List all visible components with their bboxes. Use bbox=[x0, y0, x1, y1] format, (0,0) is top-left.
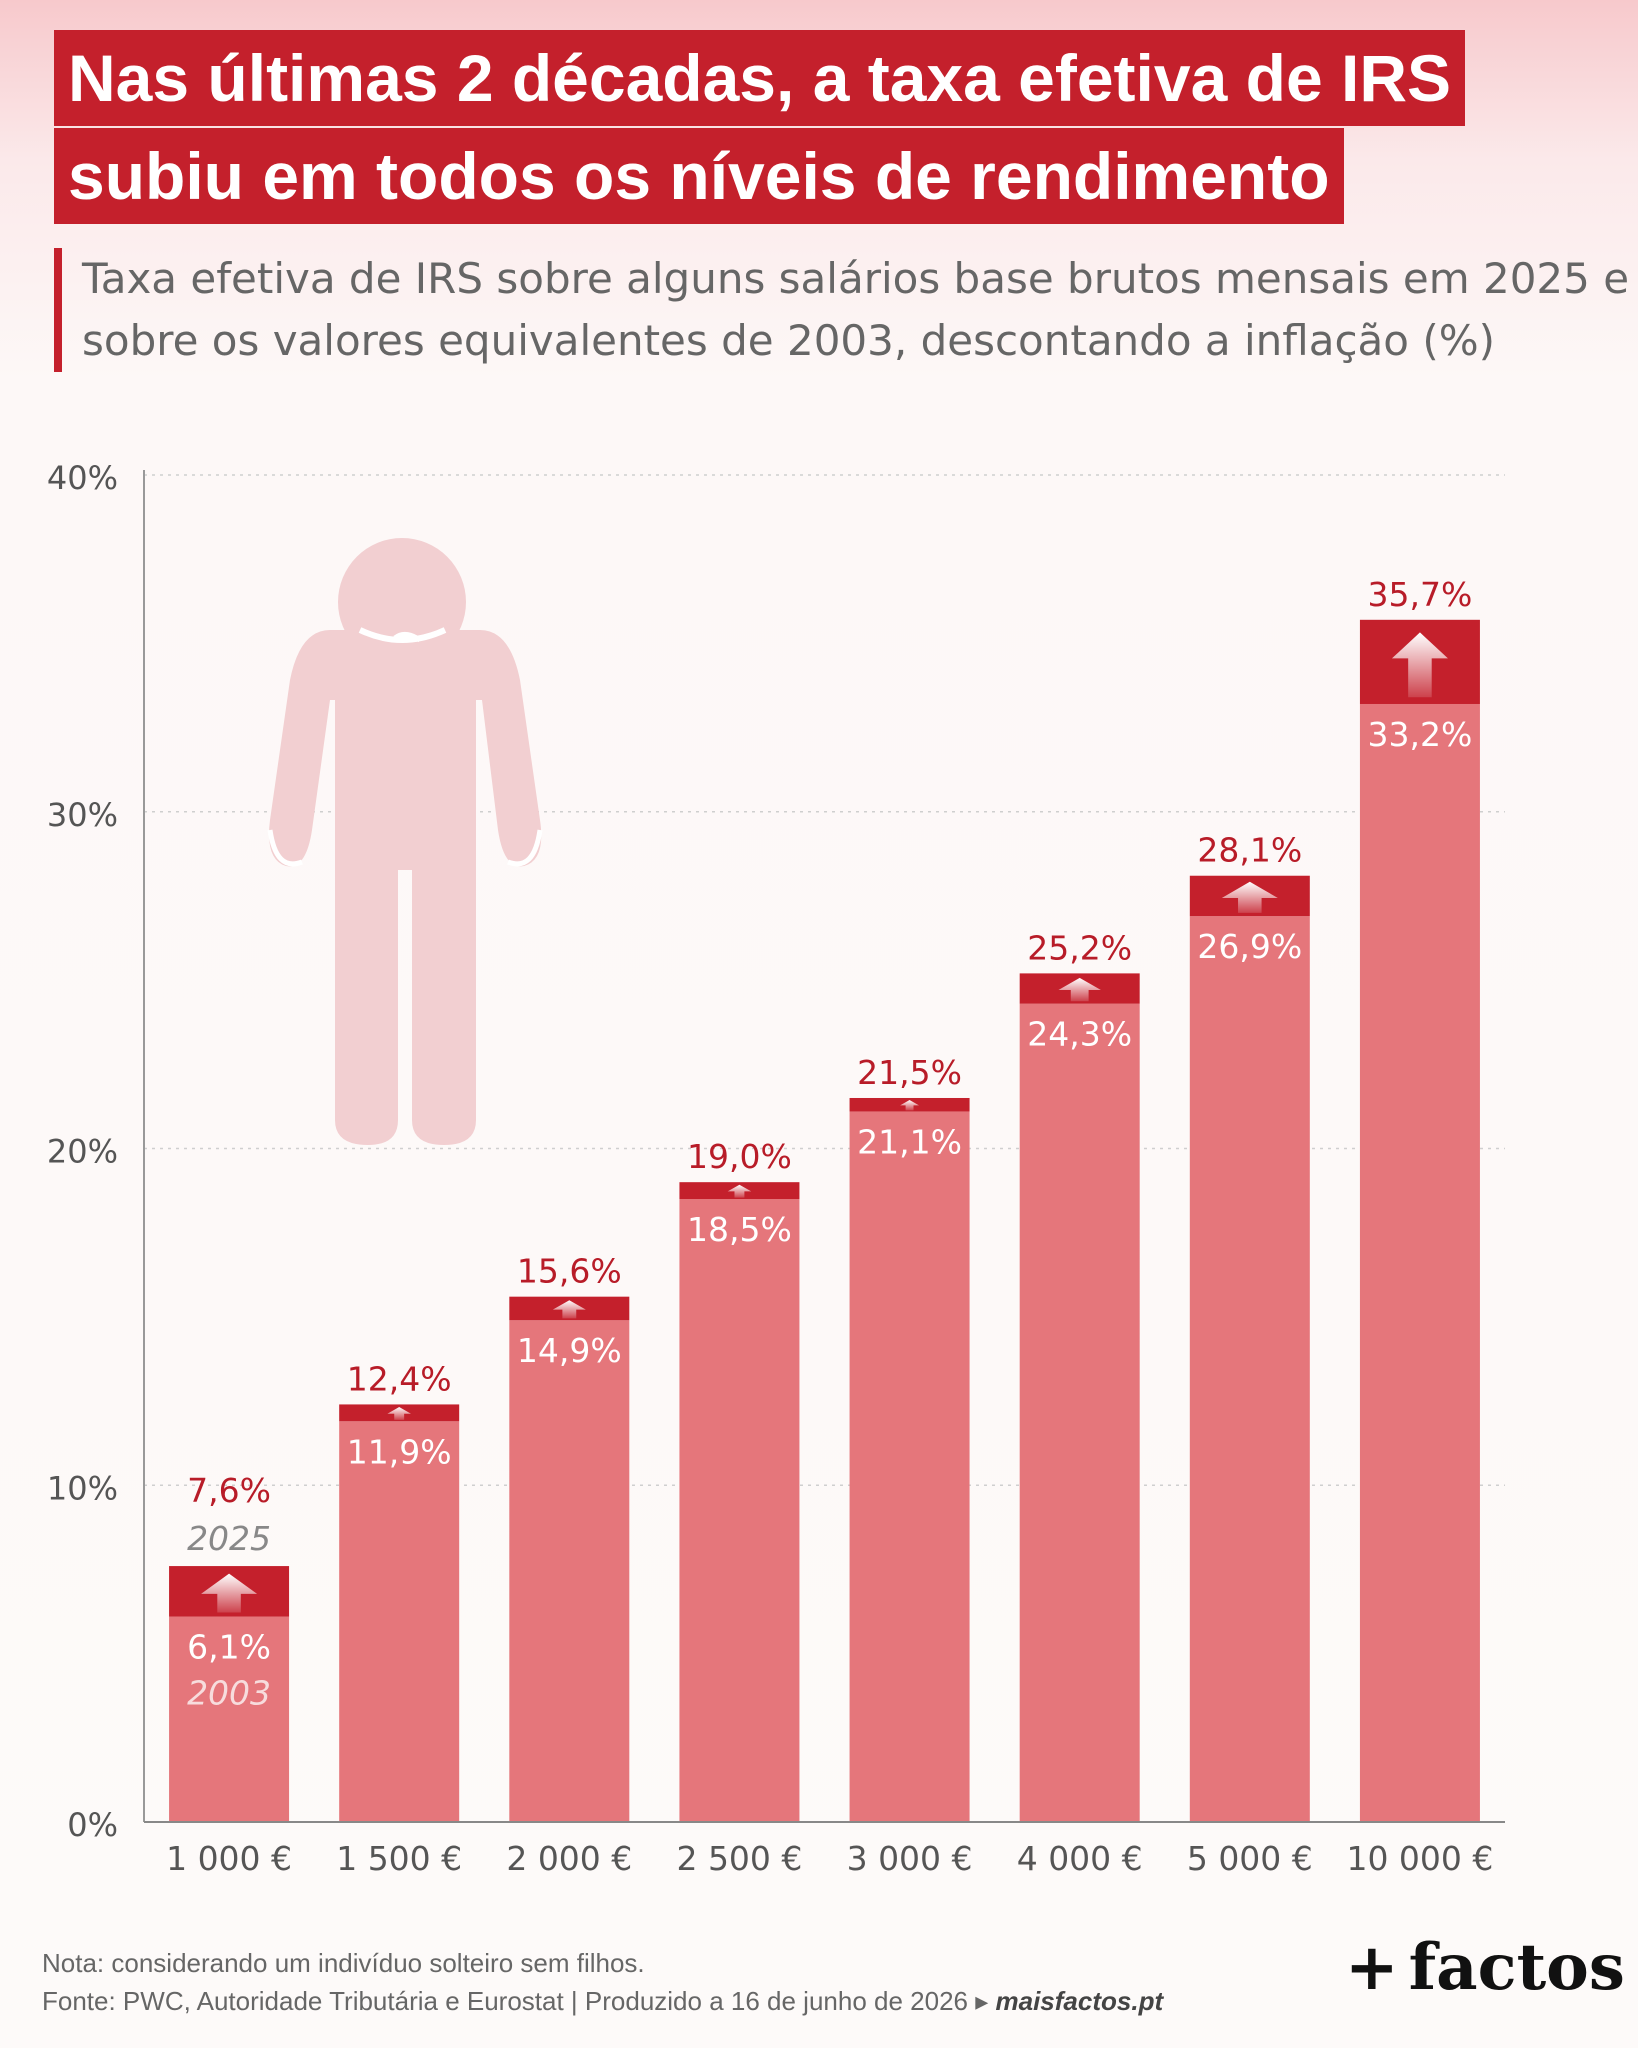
series-name-2003: 2003 bbox=[187, 1674, 271, 1713]
bar-chart: 7,6% 6,1% 2025 2003 12,4% 11,9% 15,6% 14,9% 19,0… bbox=[47, 459, 1505, 1878]
x-tick-label: 4 000 € bbox=[1017, 1839, 1143, 1878]
value-label-2003: 21,1% bbox=[857, 1122, 962, 1161]
x-tick-label: 5 000 € bbox=[1187, 1839, 1313, 1878]
footer-source: Fonte: PWC, Autoridade Tributária e Euro… bbox=[42, 1986, 996, 2016]
x-tick-label: 10 000 € bbox=[1346, 1839, 1493, 1878]
value-label-2003: 11,9% bbox=[347, 1432, 452, 1471]
footer-notes: Nota: considerando um indivíduo solteiro… bbox=[42, 1944, 1163, 2020]
y-tick-label: 10% bbox=[47, 1469, 118, 1507]
bar-2003 bbox=[169, 1616, 290, 1822]
bar-2003 bbox=[1359, 703, 1480, 1822]
x-tick-label: 3 000 € bbox=[847, 1839, 973, 1878]
y-tick-label: 30% bbox=[47, 796, 118, 834]
x-tick-label: 1 500 € bbox=[336, 1839, 462, 1878]
value-label-2025: 7,6% bbox=[187, 1471, 271, 1510]
value-label-2003: 24,3% bbox=[1027, 1015, 1132, 1054]
logo-text: factos bbox=[1408, 1930, 1625, 2005]
value-label-2003: 6,1% bbox=[187, 1628, 271, 1667]
logo-plus: + bbox=[1345, 1931, 1399, 2005]
bar-2003 bbox=[1019, 1003, 1140, 1822]
y-tick-label: 40% bbox=[47, 459, 118, 497]
bars: 7,6% 6,1% 2025 2003 12,4% 11,9% 15,6% 14,9% 19,0… bbox=[169, 575, 1480, 1822]
value-label-2003: 26,9% bbox=[1197, 927, 1302, 966]
arrow-up-icon bbox=[201, 1573, 258, 1613]
value-label-2025: 25,2% bbox=[1027, 928, 1132, 967]
value-label-2025: 28,1% bbox=[1197, 831, 1302, 870]
title-line-2: subiu em todos os níveis de rendimento bbox=[54, 128, 1344, 224]
arrow-up-icon bbox=[1058, 977, 1101, 1002]
footer-note: Nota: considerando um indivíduo solteiro… bbox=[42, 1948, 645, 1978]
chart-title: Nas últimas 2 décadas, a taxa efetiva de… bbox=[54, 30, 1554, 226]
footer-site-link[interactable]: maisfactos.pt bbox=[995, 1986, 1164, 2016]
series-name-2025: 2025 bbox=[187, 1519, 271, 1558]
arrow-up-icon bbox=[900, 1100, 919, 1111]
brand-logo: + factos bbox=[1345, 1930, 1625, 2005]
value-label-2025: 15,6% bbox=[517, 1252, 622, 1291]
value-label-2025: 21,5% bbox=[857, 1053, 962, 1092]
subtitle-line-2: sobre os valores equivalentes de 2003, d… bbox=[82, 316, 1496, 365]
x-tick-label: 2 500 € bbox=[676, 1839, 802, 1878]
bar-2003 bbox=[339, 1421, 460, 1822]
subtitle-line-1: Taxa efetiva de IRS sobre alguns salário… bbox=[82, 254, 1630, 303]
value-label-2003: 33,2% bbox=[1368, 715, 1473, 754]
footer-source-line: Fonte: PWC, Autoridade Tributária e Euro… bbox=[42, 1982, 1163, 2020]
chart-subtitle: Taxa efetiva de IRS sobre alguns salário… bbox=[54, 248, 1630, 372]
x-tick-label: 2 000 € bbox=[506, 1839, 632, 1878]
value-label-2003: 18,5% bbox=[687, 1210, 792, 1249]
y-tick-label: 20% bbox=[47, 1133, 118, 1171]
bar-2003 bbox=[509, 1320, 630, 1822]
arrow-up-icon bbox=[552, 1300, 586, 1319]
value-label-2025: 19,0% bbox=[687, 1137, 792, 1176]
axes: 0% 10% 20% 30% 40% 1 000 € 1 500 € 2 000 € 2 500… bbox=[47, 459, 1505, 1878]
bar-2003 bbox=[1189, 916, 1310, 1822]
value-label-2003: 14,9% bbox=[517, 1331, 622, 1370]
arrow-up-icon bbox=[1391, 632, 1448, 698]
x-tick-label: 1 000 € bbox=[166, 1839, 292, 1878]
value-label-2025: 35,7% bbox=[1368, 575, 1473, 614]
bar-2003 bbox=[849, 1111, 970, 1822]
title-line-1: Nas últimas 2 décadas, a taxa efetiva de… bbox=[54, 30, 1466, 126]
person-empty-pockets-icon bbox=[267, 538, 543, 1145]
arrow-up-icon bbox=[387, 1406, 411, 1420]
value-label-2025: 12,4% bbox=[347, 1359, 452, 1398]
arrow-up-icon bbox=[727, 1184, 752, 1198]
bar-2003 bbox=[679, 1199, 800, 1822]
arrow-up-icon bbox=[1221, 881, 1278, 913]
y-tick-label: 0% bbox=[67, 1806, 118, 1844]
